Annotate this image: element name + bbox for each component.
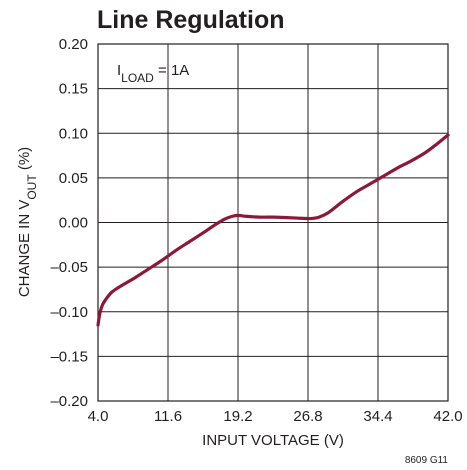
x-tick-label: 34.4	[363, 408, 392, 425]
x-tick-label: 26.8	[293, 408, 322, 425]
plot-frame	[97, 43, 449, 402]
y-axis-label: CHANGE IN VOUT (%)	[16, 147, 39, 297]
x-tick-label: 42.0	[433, 408, 462, 425]
y-tick-labels: 0.20 0.15 0.10 0.05 0.00 –0.05 –0.10 –0.15 –0.20	[50, 36, 88, 410]
y-tick-label: 0.15	[59, 81, 88, 98]
y-tick-label: 0.20	[59, 36, 88, 53]
load-annotation: ILOAD = 1A	[117, 62, 189, 85]
chart-title: Line Regulation	[97, 6, 285, 34]
x-tick-label: 4.0	[88, 408, 109, 425]
y-tick-label: 0.05	[59, 170, 88, 187]
y-tick-label: 0.00	[59, 215, 88, 232]
y-tick-label: –0.05	[50, 259, 88, 276]
y-tick-label: –0.15	[50, 348, 88, 365]
figure-id: 8609 G11	[405, 455, 449, 466]
y-tick-label: 0.10	[59, 125, 88, 142]
y-tick-label: –0.10	[50, 304, 88, 321]
grid	[98, 44, 448, 401]
x-tick-labels: 4.0 11.6 19.2 26.8 34.4 42.0	[88, 408, 463, 425]
y-tick-label: –0.20	[50, 393, 88, 410]
x-axis-label: INPUT VOLTAGE (V)	[202, 432, 344, 449]
x-tick-label: 11.6	[154, 408, 182, 425]
x-tick-label: 19.2	[223, 408, 252, 425]
line-regulation-curve	[96, 133, 450, 327]
